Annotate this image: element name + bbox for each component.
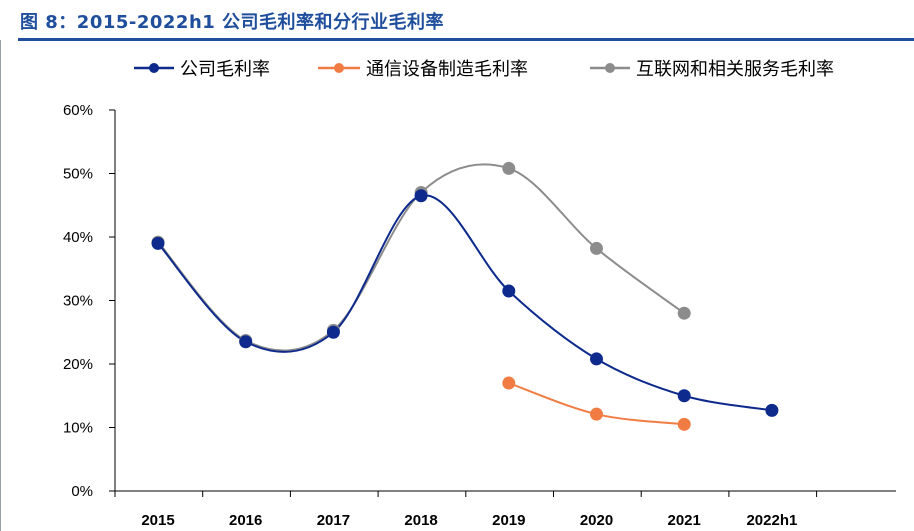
x-tick-label: 2022h1: [746, 512, 797, 529]
legend: 公司毛利率 通信设备制造毛利率 互联网和相关服务毛利率: [134, 59, 834, 80]
x-tick-label: 2016: [229, 512, 262, 529]
x-tick-label: 2018: [404, 512, 437, 529]
legend-label-company: 公司毛利率: [180, 59, 270, 80]
x-tick-label: 2015: [141, 512, 174, 529]
data-point-company: [677, 389, 691, 403]
legend-marker-internet: [605, 63, 615, 73]
y-tick-label: 20%: [63, 356, 93, 373]
data-point-telecom: [677, 417, 691, 431]
title-underline: [18, 38, 914, 41]
legend-item-internet: 互联网和相关服务毛利率: [590, 59, 834, 80]
legend-marker-telecom: [334, 63, 344, 73]
legend-item-telecom: 通信设备制造毛利率: [318, 59, 528, 80]
legend-label-internet: 互联网和相关服务毛利率: [636, 59, 834, 80]
legend-label-telecom: 通信设备制造毛利率: [366, 59, 528, 80]
data-point-company: [502, 284, 516, 298]
axes: 0% 10% 20% 30% 40% 50% 60% 2015 2016 2017 2018 2019…: [63, 102, 896, 529]
y-tick-label: 60%: [63, 102, 93, 119]
data-point-internet: [677, 306, 691, 320]
y-tick-label: 10%: [63, 420, 93, 437]
series-points: [151, 161, 779, 431]
frame-left-border: [0, 40, 1, 531]
x-tick-label: 2019: [492, 512, 525, 529]
series-line-company: [157, 194, 773, 412]
y-tick-label: 0%: [71, 483, 93, 500]
data-point-internet: [502, 161, 516, 175]
data-point-company: [414, 189, 428, 203]
data-point-company: [765, 403, 779, 417]
data-point-telecom: [502, 376, 516, 390]
data-point-company: [151, 236, 165, 250]
legend-item-company: 公司毛利率: [134, 59, 270, 80]
y-tick-label: 30%: [63, 293, 93, 310]
data-point-company: [239, 335, 253, 349]
x-tick-label: 2017: [317, 512, 350, 529]
series-lines: [157, 163, 773, 426]
data-point-company: [590, 352, 603, 366]
x-tick-label: 2020: [580, 512, 613, 529]
y-tick-label: 50%: [63, 166, 93, 183]
x-tick-label: 2021: [668, 512, 701, 529]
figure-title: 图 8：2015-2022h1 公司毛利率和分行业毛利率: [20, 12, 445, 33]
legend-marker-company: [149, 63, 159, 73]
data-point-internet: [590, 241, 603, 255]
y-tick-label: 40%: [63, 229, 93, 246]
data-point-company: [326, 325, 340, 339]
data-point-telecom: [590, 407, 603, 421]
